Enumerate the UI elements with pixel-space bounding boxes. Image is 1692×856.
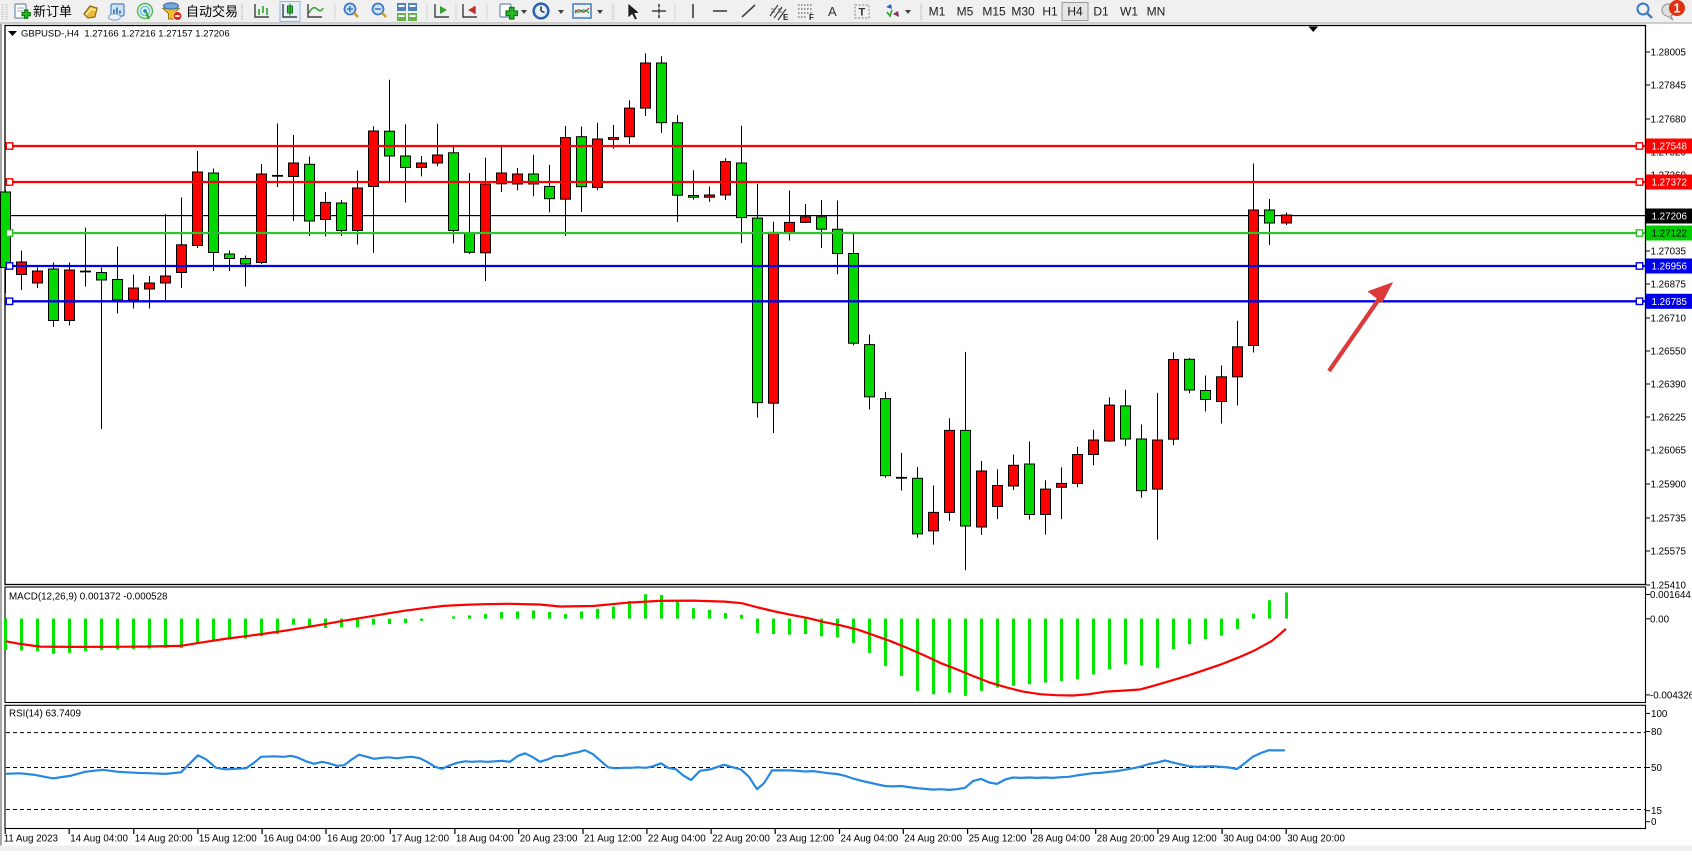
svg-text:22 Aug 20:00: 22 Aug 20:00 bbox=[712, 834, 770, 845]
svg-text:1.27680: 1.27680 bbox=[1651, 115, 1687, 126]
svg-text:1.26785: 1.26785 bbox=[1652, 297, 1688, 308]
svg-text:A: A bbox=[828, 4, 837, 19]
svg-text:1.28005: 1.28005 bbox=[1651, 48, 1687, 59]
svg-text:1.25410: 1.25410 bbox=[1651, 581, 1687, 592]
svg-text:1.26390: 1.26390 bbox=[1651, 380, 1687, 391]
svg-text:80: 80 bbox=[1651, 727, 1662, 738]
svg-text:18 Aug 04:00: 18 Aug 04:00 bbox=[456, 834, 514, 845]
svg-text:25 Aug 12:00: 25 Aug 12:00 bbox=[969, 834, 1027, 845]
svg-text:0.00: 0.00 bbox=[1650, 614, 1670, 625]
svg-text:W1: W1 bbox=[1120, 5, 1138, 19]
svg-text:0: 0 bbox=[1651, 817, 1657, 828]
svg-text:16 Aug 20:00: 16 Aug 20:00 bbox=[327, 834, 385, 845]
svg-text:30 Aug 20:00: 30 Aug 20:00 bbox=[1287, 834, 1345, 845]
svg-text:0.001644: 0.001644 bbox=[1650, 590, 1691, 601]
svg-text:1.27845: 1.27845 bbox=[1651, 81, 1687, 92]
svg-text:M1: M1 bbox=[929, 5, 946, 19]
svg-text:F: F bbox=[809, 13, 814, 22]
svg-text:1.26956: 1.26956 bbox=[1652, 262, 1688, 273]
svg-text:新订单: 新订单 bbox=[33, 4, 72, 19]
svg-text:M15: M15 bbox=[982, 5, 1006, 19]
svg-text:23 Aug 12:00: 23 Aug 12:00 bbox=[776, 834, 834, 845]
svg-text:21 Aug 12:00: 21 Aug 12:00 bbox=[584, 834, 642, 845]
svg-text:1.26875: 1.26875 bbox=[1651, 280, 1687, 291]
svg-text:22 Aug 04:00: 22 Aug 04:00 bbox=[648, 834, 706, 845]
svg-text:H4: H4 bbox=[1067, 5, 1083, 19]
svg-text:1.25575: 1.25575 bbox=[1651, 547, 1687, 558]
svg-text:M30: M30 bbox=[1011, 5, 1035, 19]
svg-text:28 Aug 20:00: 28 Aug 20:00 bbox=[1097, 834, 1155, 845]
svg-text:1.27372: 1.27372 bbox=[1652, 178, 1687, 189]
svg-text:1.27122: 1.27122 bbox=[1652, 229, 1687, 240]
svg-text:1.26710: 1.26710 bbox=[1651, 314, 1687, 325]
svg-text:50: 50 bbox=[1651, 763, 1662, 774]
svg-text:16 Aug 04:00: 16 Aug 04:00 bbox=[263, 834, 321, 845]
svg-text:GBPUSD-,H4 1.27166 1.27216 1.: GBPUSD-,H4 1.27166 1.27216 1.27157 1.272… bbox=[21, 29, 230, 40]
svg-text:17 Aug 12:00: 17 Aug 12:00 bbox=[391, 834, 449, 845]
svg-text:1.26550: 1.26550 bbox=[1651, 347, 1687, 358]
svg-text:28 Aug 04:00: 28 Aug 04:00 bbox=[1032, 834, 1090, 845]
svg-text:11 Aug 2023: 11 Aug 2023 bbox=[4, 834, 59, 845]
svg-text:14 Aug 04:00: 14 Aug 04:00 bbox=[70, 834, 128, 845]
svg-text:30 Aug 04:00: 30 Aug 04:00 bbox=[1223, 834, 1281, 845]
svg-text:1.26225: 1.26225 bbox=[1651, 413, 1687, 424]
svg-text:1.25735: 1.25735 bbox=[1651, 514, 1687, 525]
svg-text:15: 15 bbox=[1651, 806, 1662, 817]
svg-text:M5: M5 bbox=[957, 5, 974, 19]
svg-text:1.26065: 1.26065 bbox=[1651, 446, 1687, 457]
svg-text:24 Aug 04:00: 24 Aug 04:00 bbox=[841, 834, 899, 845]
svg-text:1.25900: 1.25900 bbox=[1651, 480, 1687, 491]
svg-text:15 Aug 12:00: 15 Aug 12:00 bbox=[199, 834, 257, 845]
svg-text:29 Aug 12:00: 29 Aug 12:00 bbox=[1159, 834, 1217, 845]
svg-text:RSI(14) 63.7409: RSI(14) 63.7409 bbox=[9, 709, 81, 720]
svg-text:E: E bbox=[783, 13, 789, 22]
svg-text:20 Aug 23:00: 20 Aug 23:00 bbox=[520, 834, 578, 845]
svg-text:T: T bbox=[859, 7, 866, 19]
svg-text:1.27035: 1.27035 bbox=[1651, 247, 1687, 258]
svg-text:D1: D1 bbox=[1093, 5, 1109, 19]
svg-text:100: 100 bbox=[1651, 709, 1668, 720]
svg-text:MN: MN bbox=[1147, 5, 1166, 19]
svg-text:24 Aug 20:00: 24 Aug 20:00 bbox=[904, 834, 962, 845]
svg-text:1.27548: 1.27548 bbox=[1652, 142, 1688, 153]
svg-text:自动交易: 自动交易 bbox=[186, 4, 238, 19]
svg-text:1.27206: 1.27206 bbox=[1652, 212, 1688, 223]
svg-text:H1: H1 bbox=[1042, 5, 1058, 19]
svg-text:MACD(12,26,9) 0.001372 -0.0005: MACD(12,26,9) 0.001372 -0.000528 bbox=[9, 592, 168, 603]
svg-text:1: 1 bbox=[1674, 2, 1681, 16]
svg-text:-0.004326: -0.004326 bbox=[1650, 690, 1692, 701]
svg-text:14 Aug 20:00: 14 Aug 20:00 bbox=[135, 834, 193, 845]
